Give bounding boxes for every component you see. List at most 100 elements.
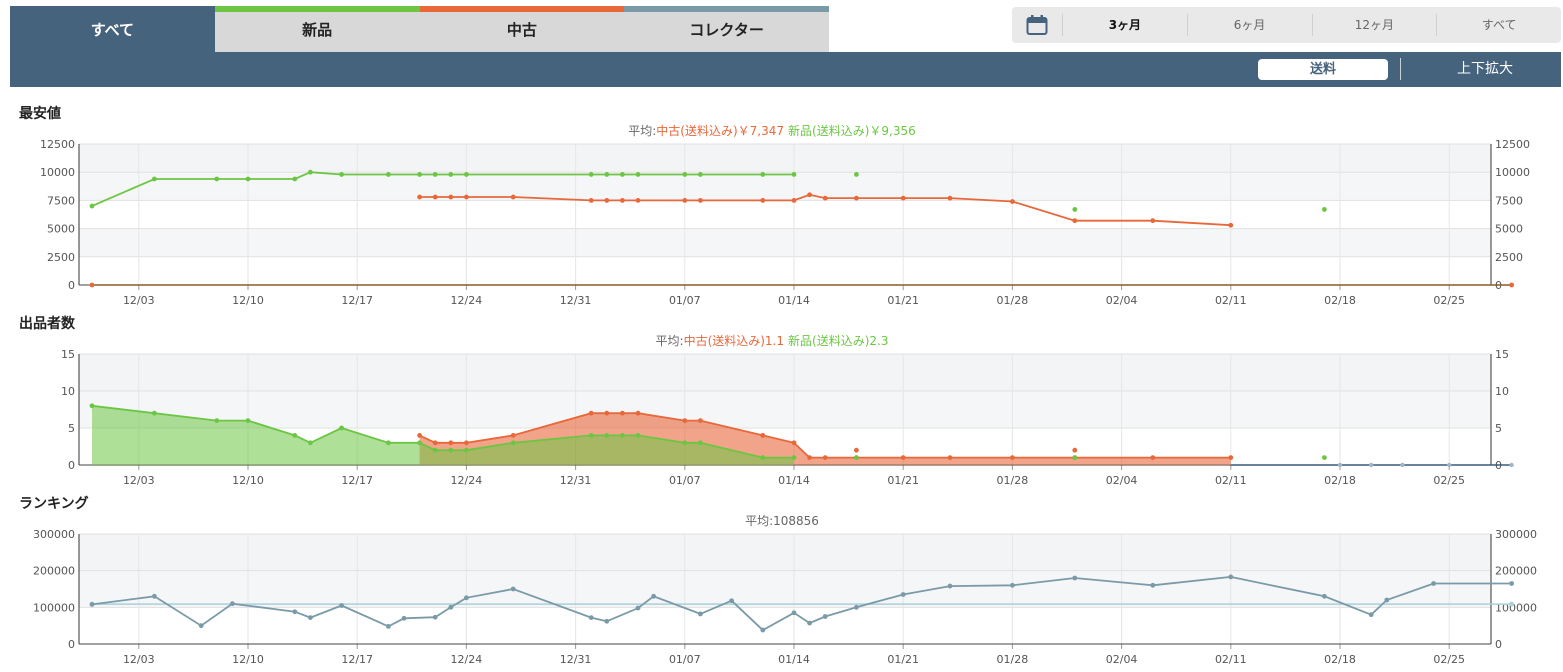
x-tick-label: 01/07 — [669, 653, 701, 666]
period-all[interactable]: すべて — [1436, 14, 1561, 36]
tab-collector[interactable]: コレクター — [624, 6, 829, 52]
grid-band — [79, 200, 1491, 229]
ranking-point — [448, 604, 454, 610]
calendar-icon[interactable] — [1012, 14, 1062, 36]
y-tick-label-left: 0 — [68, 638, 75, 651]
ranking-point — [1322, 593, 1327, 599]
period-12-months[interactable]: 12ヶ月 — [1311, 14, 1437, 36]
new-sellers-point — [339, 425, 344, 431]
used-price-point — [900, 195, 906, 201]
y-tick-label-left: 0 — [68, 279, 75, 292]
new-sellers-point — [432, 447, 438, 453]
used-sellers-point — [682, 418, 688, 423]
tab-used-stripe — [419, 6, 625, 12]
new-sellers-point — [214, 418, 220, 423]
new-sellers-point — [386, 440, 391, 446]
used-sellers-point — [791, 440, 797, 446]
x-tick-label: 12/03 — [123, 653, 155, 666]
x-tick-label: 01/14 — [778, 474, 810, 487]
x-tick-label: 12/17 — [341, 294, 373, 307]
new-sellers-point — [448, 447, 454, 453]
y-tick-label-left: 300000 — [33, 528, 75, 541]
x-tick-label: 02/25 — [1433, 653, 1465, 666]
baseline-point — [1509, 282, 1514, 288]
ranking-point — [1509, 581, 1514, 586]
x-tick-label: 12/24 — [451, 653, 483, 666]
grid-band — [79, 570, 1491, 608]
x-tick-label: 12/10 — [232, 653, 264, 666]
collector-sellers-point — [1337, 462, 1343, 468]
new-price-point — [432, 172, 438, 177]
new-price-point — [698, 172, 703, 177]
new-sellers-point — [464, 447, 469, 453]
x-tick-label: 01/28 — [997, 474, 1029, 487]
tab-used[interactable]: 中古 — [419, 6, 625, 52]
ranking-chart: 0 0 100000 100000 200000 200000 300000 300000 12… — [33, 528, 1537, 666]
x-tick-label: 01/28 — [997, 294, 1029, 307]
y-tick-label-right: 2500 — [1495, 251, 1523, 264]
x-tick-label: 12/31 — [560, 653, 592, 666]
sellers-section-title: 出品者数 — [19, 316, 75, 332]
tab-all[interactable]: すべて — [10, 6, 215, 52]
x-tick-label: 01/14 — [778, 294, 810, 307]
period-6-months[interactable]: 6ヶ月 — [1186, 14, 1312, 36]
period-3-months[interactable]: 3ヶ月 — [1062, 14, 1187, 36]
used-price-point — [635, 198, 641, 203]
used-price-point — [432, 194, 438, 200]
used-price-point — [760, 198, 766, 203]
used-price-point — [588, 198, 594, 203]
ranking-section-title: ランキング — [19, 496, 89, 512]
ranking-point — [698, 611, 703, 617]
new-sellers-point — [1072, 455, 1078, 460]
ranking-point — [635, 605, 641, 611]
x-tick-label: 12/10 — [232, 474, 264, 487]
x-tick-label: 01/21 — [887, 294, 919, 307]
grid-band — [79, 144, 1491, 173]
tab-new[interactable]: 新品 — [214, 6, 420, 52]
y-tick-label-right: 100000 — [1495, 601, 1537, 614]
new-sellers-area — [92, 405, 794, 465]
new-price-point — [854, 172, 859, 177]
period-selector: 3ヶ月 6ヶ月 12ヶ月 すべて — [1012, 7, 1561, 43]
x-tick-label: 12/03 — [123, 294, 155, 307]
price-average-label: 平均:中古(送料込み)￥7,347 新品(送料込み)￥9,356 — [628, 123, 915, 138]
x-tick-label: 12/24 — [451, 474, 483, 487]
new-price-line — [91, 171, 794, 207]
used-sellers-point — [1072, 447, 1078, 453]
ranking-point — [308, 615, 313, 620]
new-price-point — [245, 176, 251, 182]
tab-new-stripe — [214, 6, 420, 12]
collector-sellers-point — [1369, 462, 1374, 468]
shipping-toggle-button[interactable]: 送料 — [1258, 59, 1388, 80]
ranking-point — [386, 624, 391, 629]
used-sellers-point — [604, 410, 610, 416]
new-price-point — [604, 172, 610, 177]
price-chart: 0025002500500050007500750010000100001250… — [40, 138, 1530, 307]
used-price-point — [604, 198, 610, 203]
used-sellers-point — [760, 433, 766, 438]
tab-all-label: すべて — [90, 20, 135, 39]
used-sellers-point — [510, 433, 516, 438]
ranking-point — [89, 602, 95, 607]
vertical-zoom-button[interactable]: 上下拡大 — [1457, 61, 1513, 77]
new-price-point — [791, 172, 797, 177]
collector-sellers-point — [1447, 462, 1452, 468]
baseline-point — [89, 282, 95, 288]
x-tick-label: 01/28 — [997, 653, 1029, 666]
ranking-point — [510, 586, 516, 592]
used-sellers-point — [1010, 455, 1015, 460]
used-price-point — [698, 198, 703, 203]
used-price-point — [947, 195, 953, 201]
grid-band — [79, 172, 1491, 201]
used-sellers-point — [620, 410, 625, 416]
ranking-point — [900, 592, 906, 597]
y-tick-label-right: 200000 — [1495, 565, 1537, 578]
new-price-point — [417, 172, 422, 177]
used-price-point — [807, 192, 812, 198]
tab-collector-stripe — [624, 6, 829, 12]
ranking-point — [854, 604, 859, 610]
new-sellers-point — [245, 418, 251, 423]
used-price-point — [682, 198, 688, 203]
collector-sellers-point — [1509, 462, 1514, 468]
